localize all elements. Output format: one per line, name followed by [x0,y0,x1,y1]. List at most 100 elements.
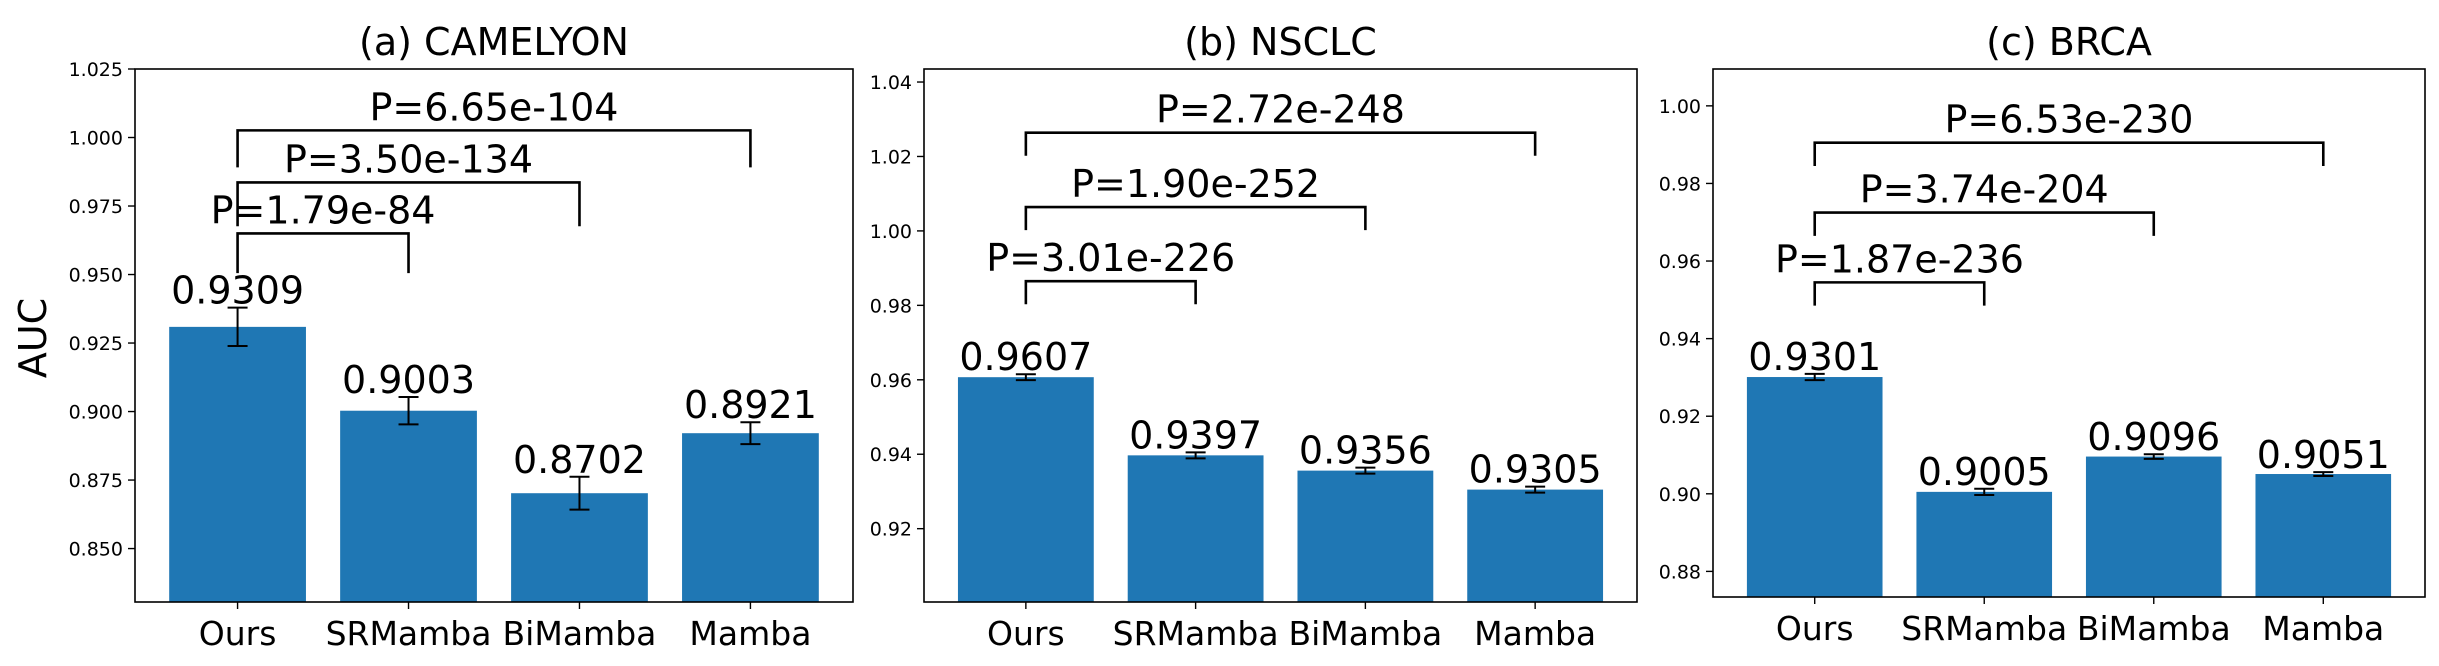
bracket-line [236,129,752,168]
bar-srmamba [1916,491,2053,597]
y-tick-label: 0.96 [870,370,912,392]
significance-bracket: P=1.87e-236 [1775,237,2024,306]
bar-ours [957,377,1094,602]
value-label: 0.9301 [1748,335,1881,379]
y-tick-label: 1.04 [870,72,912,94]
significance-bracket: P=6.53e-230 [1813,98,2325,166]
value-label: 0.9003 [342,358,475,402]
plot-frame [923,68,1638,603]
y-tick-label: 0.950 [69,265,123,287]
y-tick-label: 0.98 [1659,173,1701,195]
bar-ours [169,326,306,602]
bracket-line [1024,279,1197,305]
x-tick-label: Ours [199,614,277,653]
x-tick-label: SRMamba [326,614,492,653]
value-label: 0.9356 [1299,429,1432,473]
bracket-line [236,232,410,274]
x-tick-label: SRMamba [1113,614,1279,653]
bar-bimamba [2085,456,2222,597]
x-tick-label: SRMamba [1901,609,2067,648]
y-tick-label: 0.975 [69,196,123,218]
value-label: 0.9397 [1129,413,1262,457]
bracket-line [1813,141,2325,166]
error-bar-bimamba [1355,466,1376,475]
significance-bracket: P=1.90e-252 [1024,162,1367,231]
p-value-label: P=3.50e-134 [284,137,533,181]
panel-2: (b) NSCLC 0.9607 0.9397 0.9356 0.9305 0.92 0.9… [870,20,1638,653]
p-value-label: P=1.87e-236 [1775,237,2024,281]
bar-bimamba [1297,470,1434,602]
y-tick-label: 0.98 [870,295,912,317]
x-tick-label: Mamba [689,614,811,653]
error-bar-srmamba [1974,487,1995,496]
value-label: 0.9005 [1918,450,2051,494]
error-bar-srmamba [398,396,419,426]
bracket-line [1024,131,1537,156]
error-bar-mamba [2313,471,2334,477]
plot-frame [134,68,854,603]
panel-3: (c) BRCA 0.9301 0.9005 0.9096 0.9051 0.88 0.90… [1659,20,2426,648]
error-bar-ours [1804,372,1825,382]
y-tick-label: 0.90 [1659,484,1701,506]
y-tick-label: 1.000 [69,128,123,150]
value-label: 0.9309 [171,269,304,313]
significance-bracket: P=3.74e-204 [1813,168,2156,236]
bracket-line [1813,211,2156,236]
y-tick-label: 0.92 [870,519,912,541]
y-axis-label: AUC [11,298,55,378]
bar-bimamba [511,493,648,602]
y-tick-label: 0.875 [69,470,123,492]
panel-title: (b) NSCLC [1184,20,1377,64]
bar-ours [1746,377,1883,597]
value-label: 0.8702 [513,438,646,482]
error-bar-mamba [1525,485,1546,494]
y-tick-label: 0.96 [1659,251,1701,273]
significance-bracket: P=2.72e-248 [1024,88,1537,156]
value-label: 0.9607 [959,335,1092,379]
panel-title: (c) BRCA [1986,20,2152,64]
y-tick-label: 1.02 [870,146,912,168]
x-tick-label: Mamba [1474,614,1596,653]
panel-1: (a) CAMELYON 0.9309 0.9003 0.8702 0.8921 0.85… [69,20,854,653]
error-bar-srmamba [1185,451,1206,460]
x-tick-label: BiMamba [1288,614,1442,653]
y-tick-label: 0.925 [69,333,123,355]
p-value-label: P=1.90e-252 [1071,162,1320,206]
y-tick-label: 1.025 [69,59,123,81]
p-value-label: P=6.53e-230 [1945,98,2194,142]
y-tick-label: 0.850 [69,539,123,561]
p-value-label: P=3.01e-226 [986,236,1235,280]
value-label: 0.9051 [2257,433,2390,477]
panel-title: (a) CAMELYON [359,20,629,64]
bar-mamba [2255,474,2392,597]
bracket-line [236,181,581,227]
y-tick-label: 0.900 [69,402,123,424]
x-tick-label: BiMamba [2077,609,2231,648]
error-bar-ours [1015,373,1036,382]
plot-frame [1712,68,2426,598]
error-bar-mamba [740,421,761,446]
y-tick-label: 1.00 [1659,96,1701,118]
p-value-label: P=1.79e-84 [211,188,436,232]
bar-srmamba [340,410,477,602]
y-tick-label: 0.94 [870,444,912,466]
error-bar-bimamba [2143,453,2164,460]
value-label: 0.9305 [1469,448,1602,492]
bar-srmamba [1127,455,1264,602]
p-value-label: P=6.65e-104 [370,85,619,129]
bracket-line [1024,205,1367,231]
significance-bracket: P=1.79e-84 [211,188,436,274]
significance-bracket: P=3.50e-134 [236,137,581,227]
bar-mamba [1467,489,1604,602]
x-tick-label: BiMamba [503,614,657,653]
x-tick-label: Mamba [2262,609,2384,648]
error-bar-ours [227,306,248,348]
p-value-label: P=3.74e-204 [1860,168,2109,212]
significance-bracket: P=6.65e-104 [236,85,752,168]
y-tick-label: 0.88 [1659,561,1701,583]
x-tick-label: Ours [1776,609,1854,648]
p-value-label: P=2.72e-248 [1156,88,1405,132]
value-label: 0.9096 [2087,415,2220,459]
bracket-line [1813,281,1986,306]
